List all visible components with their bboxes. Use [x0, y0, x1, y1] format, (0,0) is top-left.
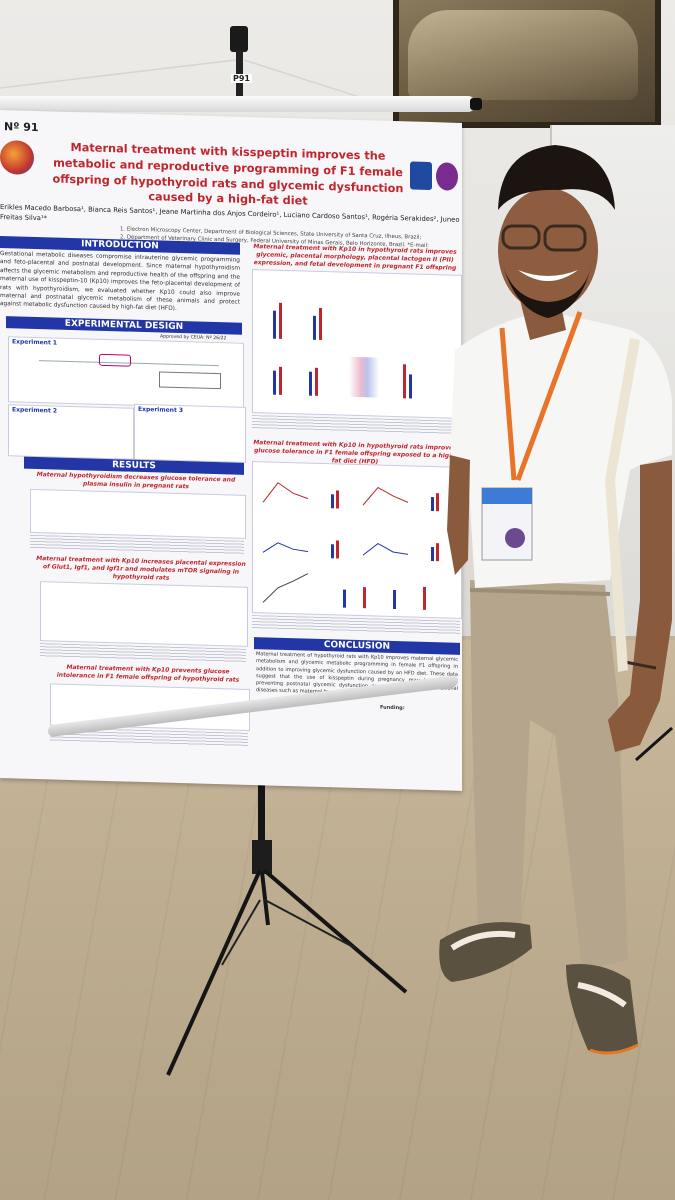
result-5-figure	[252, 461, 462, 619]
clip-icon	[230, 26, 248, 52]
window-reflection	[408, 10, 638, 100]
poster-top-bar	[0, 96, 482, 112]
board-label: P91	[231, 74, 252, 83]
line-plots	[262, 482, 439, 610]
scientific-poster: Nº 91 Maternal treatment with kisspeptin…	[0, 110, 462, 791]
